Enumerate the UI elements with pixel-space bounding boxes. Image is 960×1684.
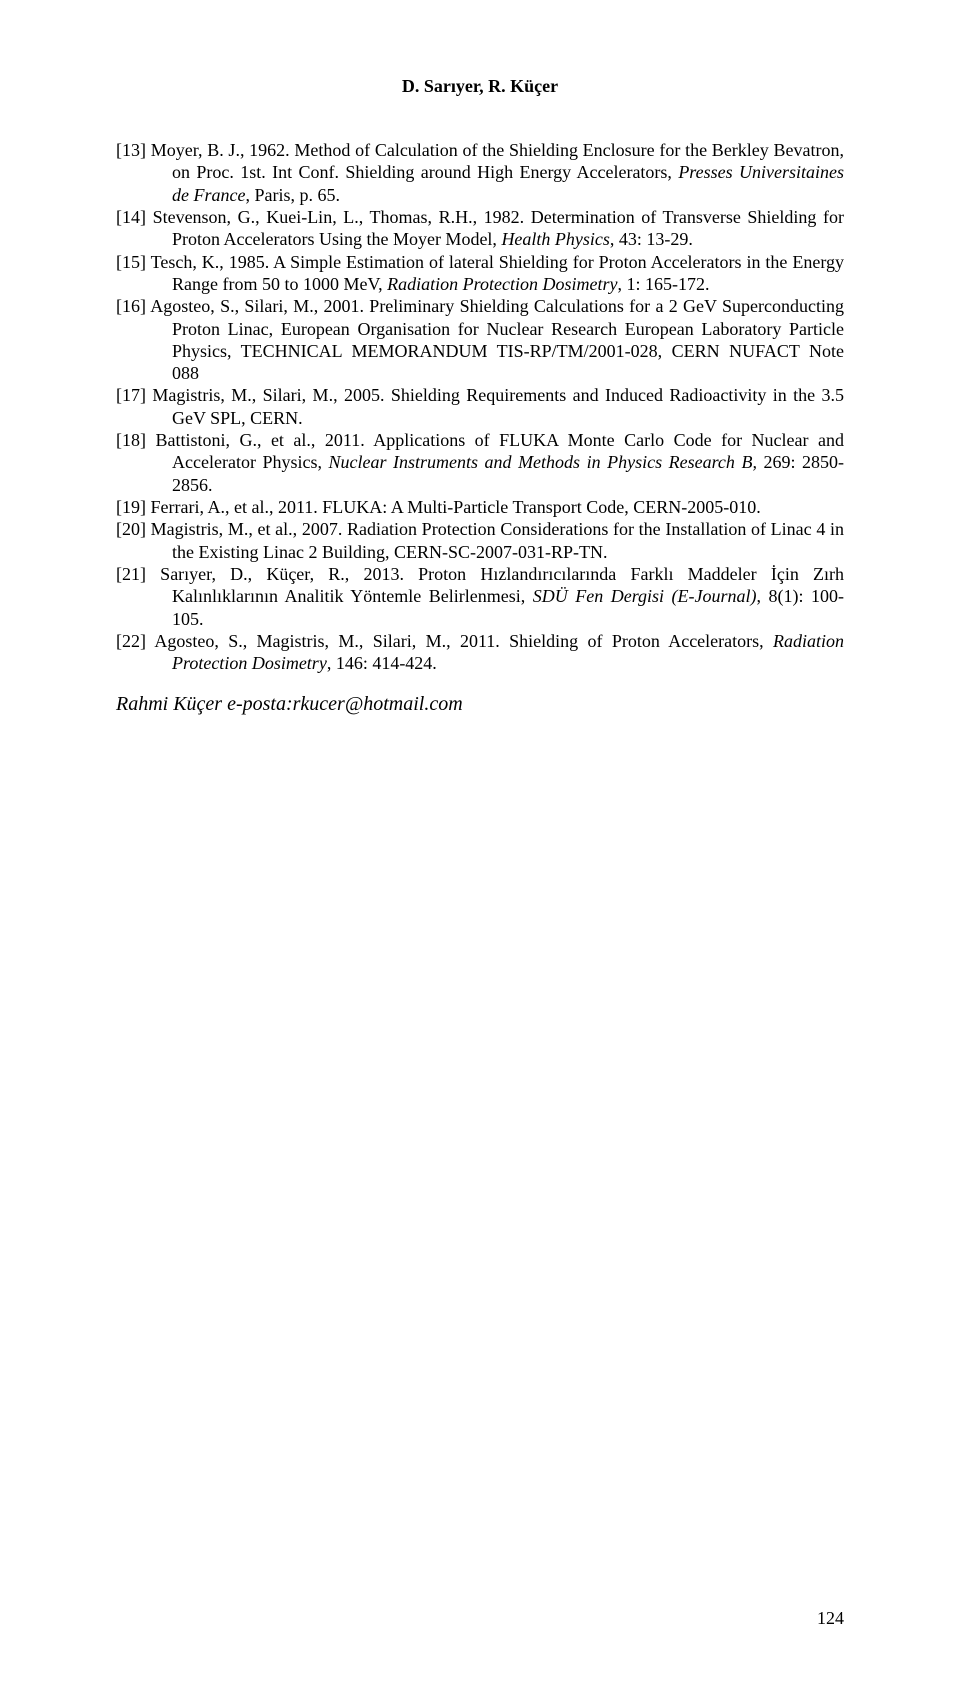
ref-text: , 43: 13-29. (610, 229, 693, 249)
ref-journal: Health Physics (501, 229, 609, 249)
ref-text: [20] Magistris, M., et al., 2007. Radiat… (116, 519, 844, 561)
ref-journal: Nuclear Instruments and Methods in Physi… (329, 452, 757, 472)
ref-text: [16] Agosteo, S., Silari, M., 2001. Prel… (116, 296, 844, 383)
reference-13: [13] Moyer, B. J., 1962. Method of Calcu… (116, 139, 844, 206)
reference-15: [15] Tesch, K., 1985. A Simple Estimatio… (116, 251, 844, 296)
ref-text: [14] Stevenson, G., Kuei-Lin, L., Thomas… (116, 207, 844, 249)
reference-17: [17] Magistris, M., Silari, M., 2005. Sh… (116, 384, 844, 429)
reference-18: [18] Battistoni, G., et al., 2011. Appli… (116, 429, 844, 496)
ref-text: [19] Ferrari, A., et al., 2011. FLUKA: A… (116, 497, 761, 517)
reference-20: [20] Magistris, M., et al., 2007. Radiat… (116, 518, 844, 563)
page-container: D. Sarıyer, R. Küçer [13] Moyer, B. J., … (0, 0, 960, 1684)
reference-19: [19] Ferrari, A., et al., 2011. FLUKA: A… (116, 496, 844, 518)
ref-text: [17] Magistris, M., Silari, M., 2005. Sh… (116, 385, 844, 427)
ref-text: , 1: 165-172. (617, 274, 709, 294)
ref-text: , Paris, p. 65. (245, 185, 340, 205)
reference-21: [21] Sarıyer, D., Küçer, R., 2013. Proto… (116, 563, 844, 630)
reference-16: [16] Agosteo, S., Silari, M., 2001. Prel… (116, 295, 844, 384)
ref-journal: Radiation Protection Dosimetry (387, 274, 617, 294)
reference-14: [14] Stevenson, G., Kuei-Lin, L., Thomas… (116, 206, 844, 251)
references-block: [13] Moyer, B. J., 1962. Method of Calcu… (116, 139, 844, 675)
ref-journal: SDÜ Fen Dergisi (E-Journal) (533, 586, 757, 606)
reference-22: [22] Agosteo, S., Magistris, M., Silari,… (116, 630, 844, 675)
ref-text: , 146: 414-424. (327, 653, 437, 673)
page-number: 124 (817, 1608, 844, 1629)
ref-text: [22] Agosteo, S., Magistris, M., Silari,… (116, 631, 773, 651)
corresponding-author: Rahmi Küçer e-posta:rkucer@hotmail.com (116, 693, 844, 716)
header-authors: D. Sarıyer, R. Küçer (116, 76, 844, 97)
